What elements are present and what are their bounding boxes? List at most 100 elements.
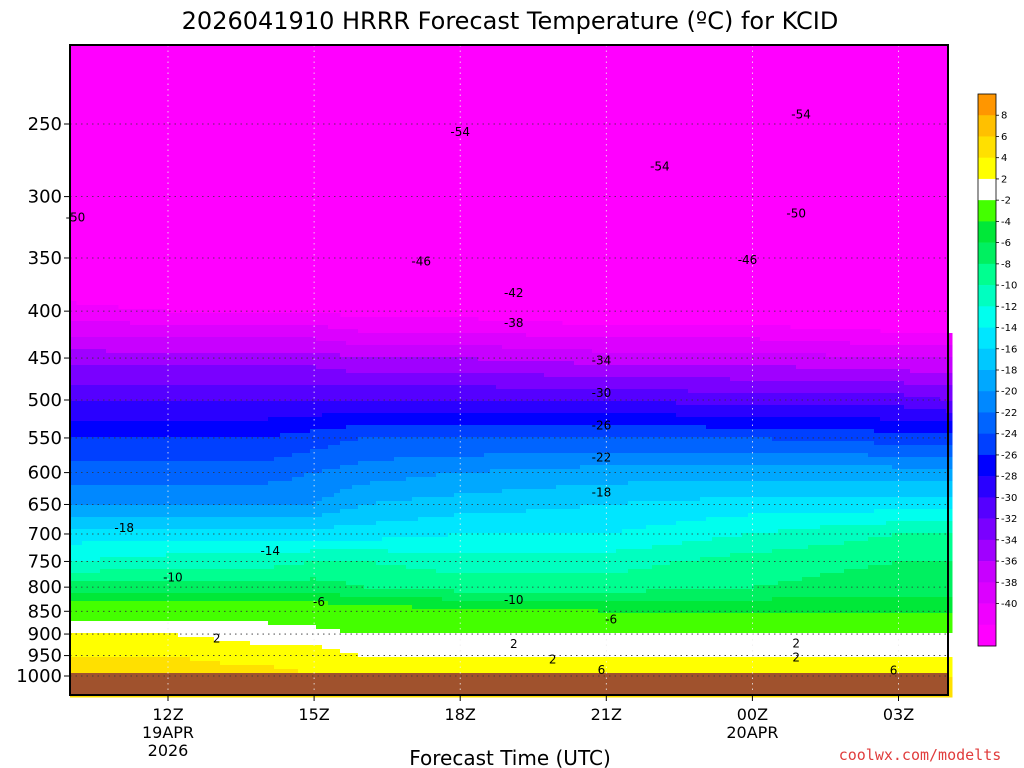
temperature-cell <box>544 401 551 406</box>
temperature-cell <box>640 417 647 422</box>
temperature-cell <box>154 337 161 342</box>
temperature-cell <box>496 445 503 450</box>
temperature-cell <box>268 369 275 374</box>
temperature-cell <box>442 369 449 374</box>
temperature-cell <box>76 309 83 314</box>
temperature-cell <box>88 385 95 390</box>
temperature-cell <box>796 377 803 382</box>
temperature-cell <box>442 341 449 346</box>
temperature-cell <box>592 401 599 406</box>
temperature-cell <box>544 433 551 438</box>
temperature-cell <box>382 365 389 370</box>
temperature-cell <box>142 309 149 314</box>
temperature-cell <box>484 365 491 370</box>
temperature-cell <box>490 389 497 394</box>
temperature-cell <box>436 321 443 326</box>
temperature-cell <box>676 333 683 338</box>
temperature-cell <box>166 397 173 402</box>
temperature-cell <box>922 449 929 454</box>
temperature-cell <box>658 437 665 442</box>
temperature-cell <box>286 449 293 454</box>
temperature-cell <box>550 405 557 410</box>
temperature-cell <box>790 409 797 414</box>
temperature-cell <box>340 325 347 330</box>
temperature-cell <box>760 397 767 402</box>
temperature-cell <box>316 449 323 454</box>
temperature-cell <box>544 381 551 386</box>
temperature-cell <box>526 453 533 458</box>
temperature-cell <box>784 361 791 366</box>
temperature-cell <box>478 441 485 446</box>
temperature-cell <box>496 397 503 402</box>
temperature-cell <box>472 441 479 446</box>
temperature-cell <box>142 313 149 318</box>
temperature-cell <box>346 337 353 342</box>
temperature-cell <box>196 445 203 450</box>
temperature-cell <box>658 329 665 334</box>
temperature-cell <box>214 445 221 450</box>
temperature-cell <box>202 405 209 410</box>
temperature-cell <box>214 397 221 402</box>
temperature-cell <box>226 449 233 454</box>
temperature-cell <box>82 361 89 366</box>
temperature-cell <box>100 381 107 386</box>
temperature-cell <box>340 421 347 426</box>
temperature-cell <box>682 413 689 418</box>
temperature-cell <box>136 393 143 398</box>
temperature-cell <box>694 449 701 454</box>
temperature-cell <box>760 437 767 442</box>
temperature-cell <box>934 437 941 442</box>
temperature-cell <box>340 337 347 342</box>
temperature-cell <box>394 425 401 430</box>
temperature-cell <box>796 369 803 374</box>
temperature-cell <box>778 325 785 330</box>
temperature-cell <box>166 349 173 354</box>
temperature-cell <box>466 353 473 358</box>
temperature-cell <box>694 401 701 406</box>
temperature-cell <box>832 341 839 346</box>
temperature-cell <box>700 337 707 342</box>
temperature-cell <box>586 389 593 394</box>
temperature-cell <box>652 449 659 454</box>
temperature-cell <box>682 389 689 394</box>
temperature-cell <box>850 389 857 394</box>
temperature-cell <box>82 305 89 310</box>
temperature-cell <box>796 401 803 406</box>
temperature-cell <box>646 433 653 438</box>
temperature-cell <box>298 373 305 378</box>
temperature-cell <box>484 341 491 346</box>
temperature-cell <box>844 389 851 394</box>
temperature-cell <box>634 405 641 410</box>
temperature-cell <box>556 321 563 326</box>
temperature-cell <box>718 421 725 426</box>
temperature-cell <box>292 445 299 450</box>
temperature-cell <box>550 381 557 386</box>
temperature-cell <box>706 401 713 406</box>
temperature-cell <box>292 449 299 454</box>
temperature-cell <box>868 329 875 334</box>
temperature-cell <box>940 369 947 374</box>
temperature-cell <box>532 409 539 414</box>
temperature-cell <box>526 325 533 330</box>
temperature-cell <box>688 361 695 366</box>
temperature-cell <box>148 401 155 406</box>
temperature-cell <box>436 373 443 378</box>
temperature-cell <box>652 405 659 410</box>
temperature-cell <box>70 433 77 438</box>
temperature-cell <box>454 433 461 438</box>
temperature-cell <box>118 329 125 334</box>
temperature-cell <box>100 305 107 310</box>
temperature-cell <box>274 361 281 366</box>
temperature-cell <box>118 445 125 450</box>
temperature-cell <box>544 409 551 414</box>
temperature-cell <box>874 341 881 346</box>
temperature-cell <box>292 341 299 346</box>
temperature-cell <box>274 313 281 318</box>
temperature-cell <box>706 337 713 342</box>
temperature-cell <box>328 429 335 434</box>
temperature-cell <box>484 325 491 330</box>
temperature-cell <box>394 389 401 394</box>
temperature-cell <box>394 373 401 378</box>
temperature-cell <box>868 353 875 358</box>
temperature-cell <box>598 349 605 354</box>
